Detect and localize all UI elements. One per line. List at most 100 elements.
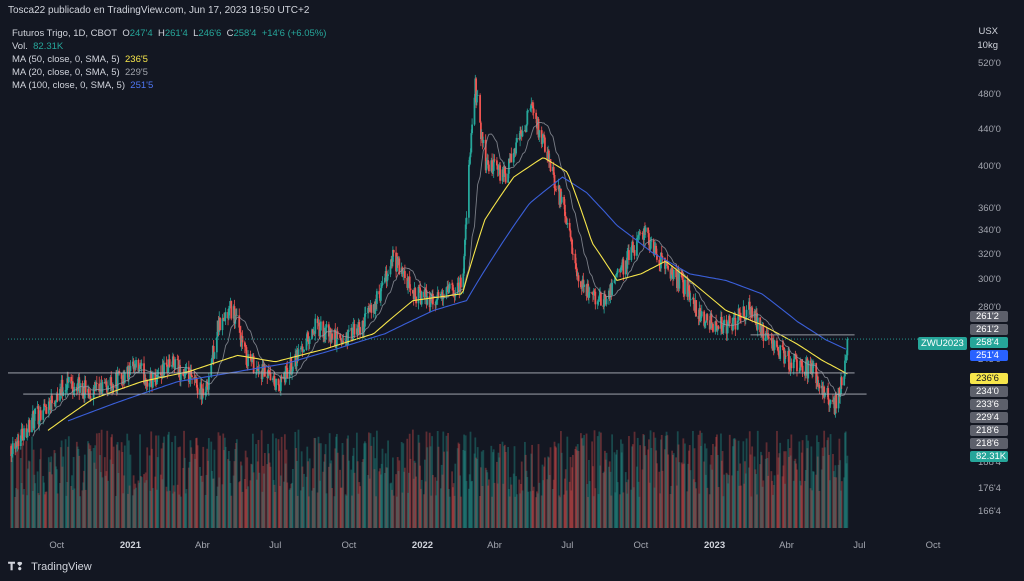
legend-ma50-row[interactable]: MA (50, close, 0, SMA, 5) 236'5 — [12, 53, 326, 66]
candle-body — [532, 108, 535, 113]
volume-bar — [341, 443, 344, 528]
volume-bar — [537, 444, 540, 528]
candle-body — [837, 387, 840, 409]
candle — [10, 444, 13, 463]
volume-bar — [268, 462, 271, 528]
candle-body — [353, 324, 356, 335]
legend-ohlc-row[interactable]: Futuros Trigo, 1D, CBOT O247'4 H261'4 L2… — [12, 27, 326, 40]
volume-bar — [518, 479, 521, 528]
volume-bar — [307, 496, 310, 528]
volume-bar — [156, 457, 159, 528]
candle — [42, 409, 45, 425]
candle-body — [739, 314, 742, 317]
candle-body — [488, 164, 490, 172]
volume-bar — [649, 430, 652, 528]
volume-bar — [504, 451, 507, 528]
volume-bar — [684, 443, 686, 528]
candle — [307, 331, 309, 342]
legend-volume-row[interactable]: Vol. 82.31K — [12, 40, 326, 53]
candle-body — [781, 345, 784, 348]
volume-bar — [228, 460, 231, 528]
volume-bar — [263, 473, 265, 528]
volume-bar — [340, 487, 343, 528]
volume-bar — [375, 430, 378, 528]
volume-bar — [262, 465, 265, 528]
candle — [818, 382, 821, 395]
volume-bar — [426, 447, 429, 528]
volume-bar — [176, 484, 179, 528]
y-tick-label: 300'0 — [978, 274, 1001, 286]
candle-body — [195, 379, 198, 388]
candle — [496, 164, 499, 177]
volume-bar — [222, 433, 225, 528]
volume-bar — [43, 494, 46, 528]
volume-bar — [347, 460, 350, 528]
volume-bar — [591, 441, 594, 528]
candle — [491, 153, 494, 177]
volume-bar — [823, 430, 826, 528]
legend-ma20-row[interactable]: MA (20, close, 0, SMA, 5) 229'5 — [12, 66, 326, 79]
candle-body — [675, 269, 678, 278]
volume-bar — [619, 494, 622, 528]
volume-bar — [411, 429, 414, 528]
candle-body — [703, 311, 706, 326]
volume-bar — [67, 436, 70, 528]
volume-bar — [582, 445, 585, 528]
volume-bar — [716, 434, 718, 528]
volume-bar — [87, 443, 90, 528]
price-label-box: 258'4 — [970, 337, 1008, 348]
candle — [846, 337, 849, 361]
volume-bar — [608, 461, 611, 528]
candle — [784, 350, 787, 359]
candle — [776, 345, 779, 352]
candle-body — [273, 375, 276, 386]
volume-bar — [89, 445, 92, 528]
volume-bar — [415, 476, 417, 528]
chart-legend: Futuros Trigo, 1D, CBOT O247'4 H261'4 L2… — [12, 27, 326, 92]
volume-bar — [99, 455, 101, 528]
volume-bar — [660, 434, 663, 528]
candle — [588, 285, 590, 304]
volume-bar — [479, 495, 481, 528]
volume-bar — [155, 435, 157, 528]
candle-body — [828, 399, 830, 406]
volume-bar — [171, 493, 174, 528]
candle — [139, 362, 141, 370]
legend-ma100-row[interactable]: MA (100, close, 0, SMA, 5) 251'5 — [12, 79, 326, 92]
volume-bar — [840, 490, 842, 528]
volume-bar — [772, 484, 775, 528]
volume-bar — [705, 448, 708, 528]
volume-bar — [423, 494, 425, 528]
high-label: H — [157, 28, 165, 39]
candle-body — [748, 301, 751, 310]
volume-bar — [34, 483, 37, 528]
volume-bar — [38, 495, 41, 528]
candle-body — [316, 318, 319, 324]
candle — [110, 371, 113, 387]
candle-body — [308, 338, 311, 344]
volume-bar — [760, 451, 762, 528]
candle — [715, 314, 718, 326]
price-label-box: 233'6 — [970, 399, 1008, 410]
candle-body — [479, 95, 481, 123]
volume-bar — [672, 453, 675, 528]
volume-bar — [815, 474, 818, 528]
candle — [55, 399, 57, 407]
candle — [224, 307, 227, 326]
volume-bar — [631, 446, 634, 528]
candle-body — [710, 313, 713, 329]
volume-bar — [555, 447, 558, 528]
volume-bar — [316, 492, 319, 528]
volume-bar — [277, 439, 280, 528]
candle — [235, 308, 238, 317]
candle-body — [529, 108, 532, 111]
legend-symbol[interactable]: Futuros Trigo, 1D, CBOT — [12, 28, 118, 39]
candle — [527, 110, 530, 114]
candle — [202, 382, 205, 398]
candle — [672, 268, 675, 281]
candle-body — [73, 386, 76, 392]
volume-bar — [26, 495, 29, 528]
volume-bar — [143, 474, 145, 528]
candle-body — [347, 330, 350, 332]
